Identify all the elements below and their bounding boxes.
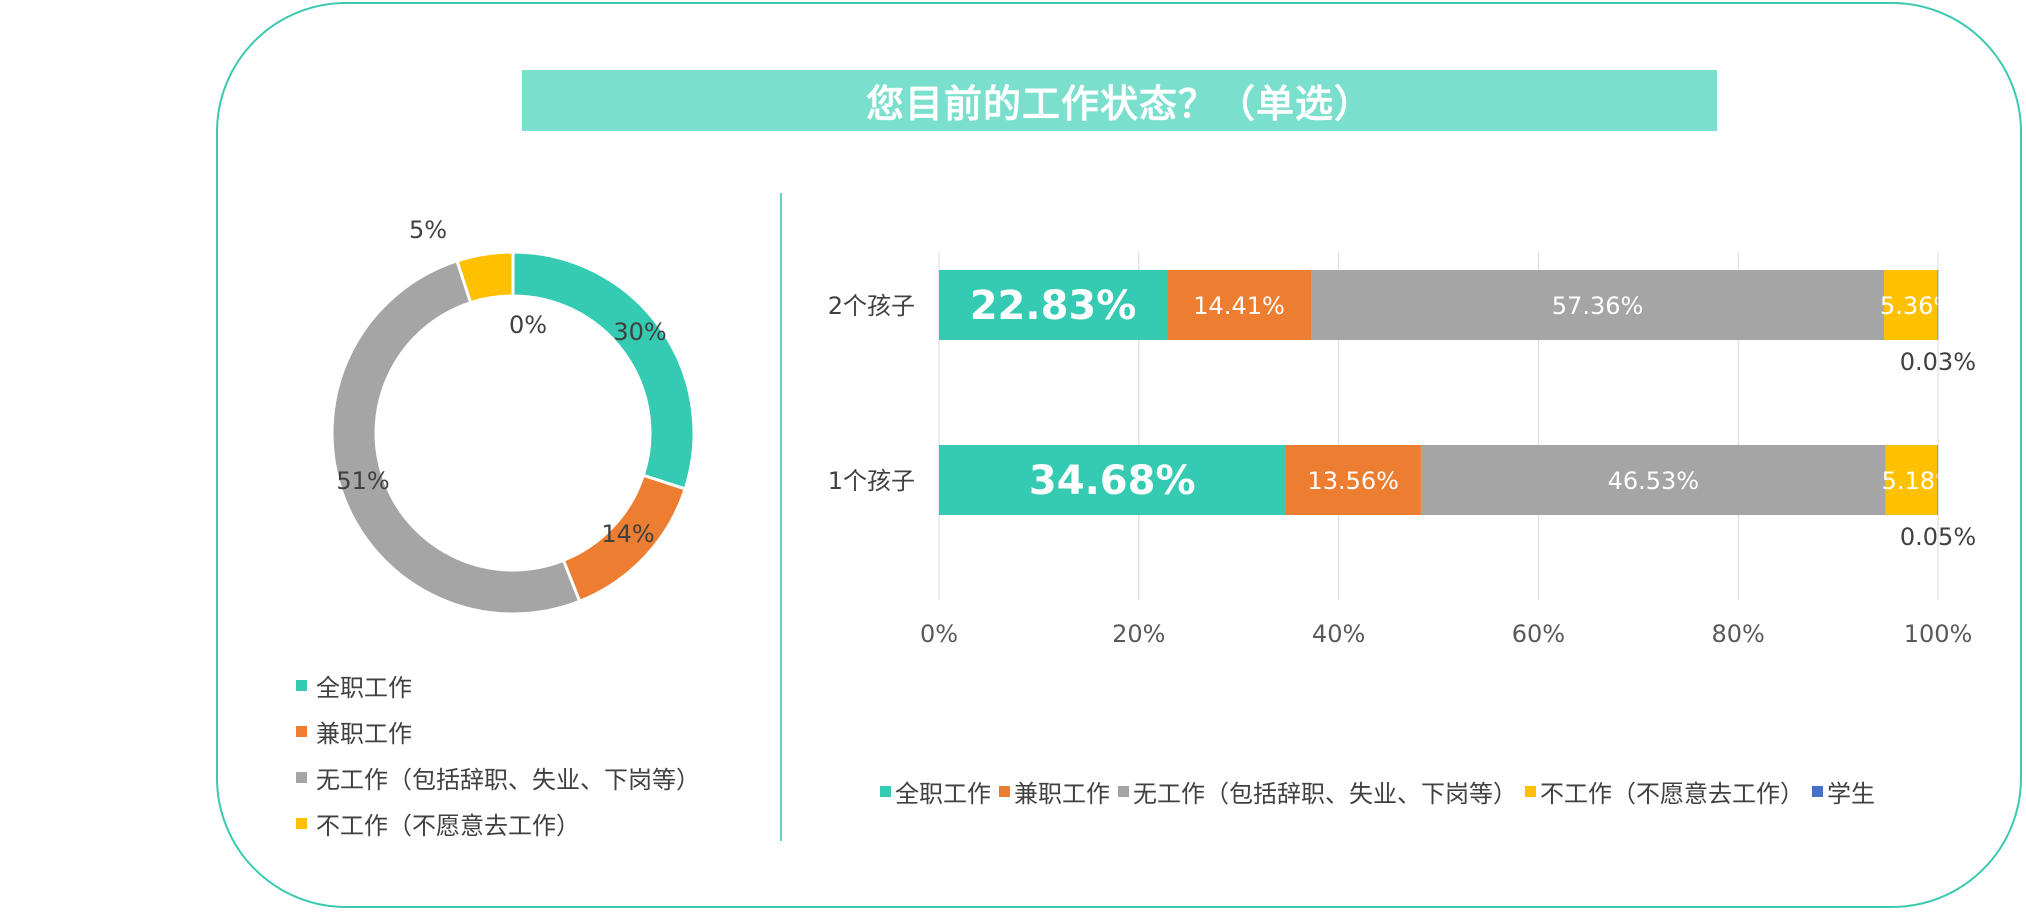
donut-slice	[330, 258, 582, 616]
legend-label: 学生	[1827, 780, 1875, 808]
donut-slice	[455, 250, 515, 305]
bar-data-label: 5.18%	[1882, 467, 1958, 495]
legend-label: 不工作（不愿意去工作）	[1540, 780, 1804, 808]
card-frame	[216, 2, 2022, 908]
legend-item: 无工作（包括辞职、失业、下岗等）	[296, 754, 700, 800]
chart-title: 您目前的工作状态？（单选）	[865, 82, 1373, 126]
legend-item: 无工作（包括辞职、失业、下岗等）	[1118, 774, 1517, 809]
x-tick-label: 40%	[1312, 620, 1365, 648]
legend-item: 学生	[1812, 774, 1875, 809]
bar-data-label: 13.56%	[1307, 467, 1399, 495]
legend-swatch	[1525, 786, 1536, 797]
bar-segment	[1311, 270, 1885, 340]
bar-data-label: 57.36%	[1552, 292, 1644, 320]
bar-data-label: 14.41%	[1193, 292, 1285, 320]
x-tick-label: 0%	[920, 620, 958, 648]
legend-item: 不工作（不愿意去工作）	[296, 800, 700, 846]
donut-data-label: 0%	[509, 311, 547, 339]
bar-segment	[1937, 445, 1939, 515]
x-tick-label: 100%	[1904, 620, 1973, 648]
donut-data-label: 51%	[336, 467, 389, 495]
bar-data-label: 5.36%	[1880, 292, 1956, 320]
bar-data-label: 0.03%	[1900, 348, 1976, 376]
bar-segment	[939, 445, 1286, 515]
bar-segment	[1285, 445, 1421, 515]
bar-data-label: 22.83%	[970, 283, 1137, 329]
legend-swatch	[296, 725, 307, 737]
legend-item: 全职工作	[880, 774, 991, 809]
legend-item: 不工作（不愿意去工作）	[1525, 774, 1804, 809]
divider	[780, 193, 782, 841]
bar-data-label: 46.53%	[1608, 467, 1700, 495]
category-label: 2个孩子	[828, 292, 915, 320]
title-banner: 您目前的工作状态？（单选）	[522, 70, 1717, 131]
legend-label: 兼职工作	[1014, 780, 1110, 808]
donut-legend: 全职工作 兼职工作 无工作（包括辞职、失业、下岗等） 不工作（不愿意去工作）	[296, 662, 700, 846]
bar-legend: 全职工作 兼职工作 无工作（包括辞职、失业、下岗等） 不工作（不愿意去工作） 学…	[880, 774, 1883, 809]
x-tick-label: 20%	[1112, 620, 1165, 648]
legend-item: 全职工作	[296, 662, 700, 708]
bar-segment	[939, 270, 1168, 340]
legend-swatch	[1118, 786, 1129, 797]
bar-segment	[1937, 270, 1939, 340]
category-label: 1个孩子	[828, 467, 915, 495]
legend-swatch	[999, 786, 1010, 797]
donut-data-label: 14%	[601, 520, 654, 548]
bar-segment	[1420, 445, 1886, 515]
legend-label: 不工作（不愿意去工作）	[316, 811, 580, 840]
legend-label: 全职工作	[316, 673, 412, 702]
legend-swatch	[296, 817, 307, 829]
donut-data-label: 5%	[409, 216, 447, 244]
legend-item: 兼职工作	[296, 708, 700, 754]
legend-label: 无工作（包括辞职、失业、下岗等）	[1133, 780, 1517, 808]
donut-data-label: 30%	[613, 318, 666, 346]
legend-label: 兼职工作	[316, 719, 412, 748]
legend-swatch	[1812, 786, 1823, 797]
legend-swatch	[296, 679, 307, 691]
bar-segment	[1167, 270, 1312, 340]
legend-label: 无工作（包括辞职、失业、下岗等）	[316, 765, 700, 794]
bar-segment	[1884, 270, 1938, 340]
legend-swatch	[880, 786, 891, 797]
bar-data-label: 0.05%	[1900, 523, 1976, 551]
bar-data-label: 34.68%	[1029, 458, 1196, 504]
legend-label: 全职工作	[895, 780, 991, 808]
bar-segment	[1885, 445, 1938, 515]
legend-item: 兼职工作	[999, 774, 1110, 809]
x-tick-label: 80%	[1712, 620, 1765, 648]
x-tick-label: 60%	[1512, 620, 1565, 648]
legend-swatch	[296, 771, 307, 783]
